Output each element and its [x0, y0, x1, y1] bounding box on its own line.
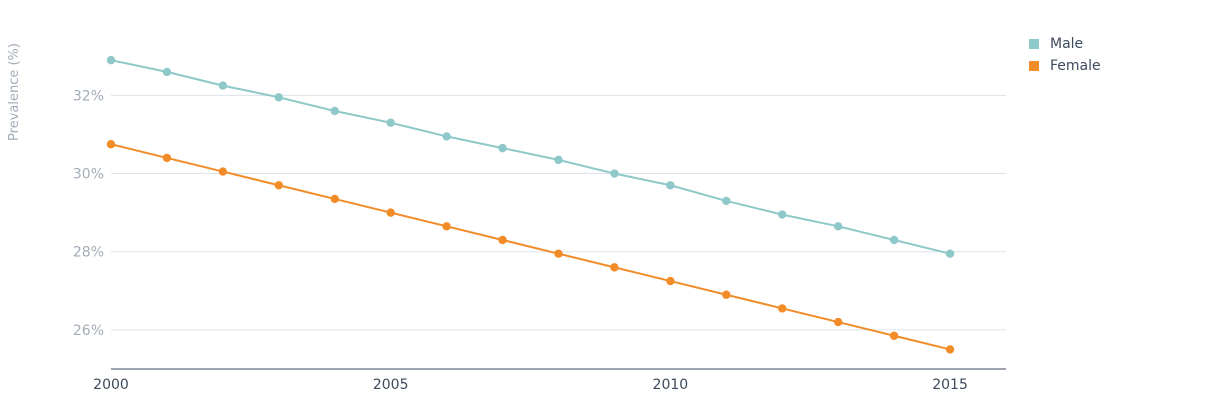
data-point-female[interactable] — [945, 345, 955, 354]
data-point-female[interactable] — [889, 331, 899, 340]
data-point-female[interactable] — [722, 290, 731, 299]
data-point-female[interactable] — [218, 167, 228, 176]
data-point-male[interactable] — [778, 210, 787, 219]
legend-label-male: Male — [1050, 36, 1084, 52]
data-point-female[interactable] — [274, 181, 284, 190]
data-point-female[interactable] — [778, 304, 787, 313]
legend-item-male[interactable]: Male — [1029, 33, 1101, 55]
data-point-female[interactable] — [498, 235, 507, 245]
data-point-female[interactable] — [610, 263, 619, 272]
data-point-male[interactable] — [833, 222, 843, 231]
legend: Male Female — [1029, 33, 1101, 77]
x-tick-label: 2015 — [932, 377, 968, 393]
y-tick-label: 26% — [73, 323, 104, 339]
data-point-male[interactable] — [274, 93, 284, 102]
y-axis-title: Prevalence (%) — [7, 43, 22, 141]
series-line-male — [110, 59, 951, 255]
data-point-male[interactable] — [610, 169, 619, 178]
data-point-male[interactable] — [498, 143, 507, 153]
x-tick-label: 2010 — [653, 377, 689, 393]
data-point-female[interactable] — [386, 208, 395, 217]
data-point-male[interactable] — [442, 132, 451, 141]
data-point-female[interactable] — [554, 249, 563, 258]
data-point-male[interactable] — [386, 118, 395, 127]
data-point-female[interactable] — [442, 222, 451, 231]
data-point-male[interactable] — [889, 235, 899, 245]
series-line-female — [110, 143, 951, 351]
legend-label-female: Female — [1050, 58, 1101, 74]
data-point-male[interactable] — [554, 155, 563, 165]
x-tick-label: 2000 — [93, 377, 129, 393]
data-point-male[interactable] — [945, 249, 955, 258]
x-tick-label: 2005 — [373, 377, 409, 393]
data-point-male[interactable] — [162, 67, 172, 77]
data-point-female[interactable] — [106, 140, 116, 149]
data-point-female[interactable] — [666, 276, 675, 286]
y-tick-label: 30% — [73, 167, 104, 183]
legend-swatch-female — [1029, 61, 1039, 71]
data-point-male[interactable] — [330, 106, 339, 116]
data-point-female[interactable] — [833, 317, 843, 327]
y-tick-label: 28% — [73, 245, 104, 261]
data-point-female[interactable] — [162, 153, 172, 163]
legend-item-female[interactable]: Female — [1029, 55, 1101, 77]
data-point-male[interactable] — [722, 196, 731, 206]
data-point-male[interactable] — [218, 81, 228, 90]
data-point-female[interactable] — [330, 194, 339, 204]
data-point-male[interactable] — [666, 181, 675, 190]
data-point-male[interactable] — [106, 55, 116, 65]
legend-swatch-male — [1029, 39, 1039, 49]
y-tick-label: 32% — [73, 88, 104, 104]
